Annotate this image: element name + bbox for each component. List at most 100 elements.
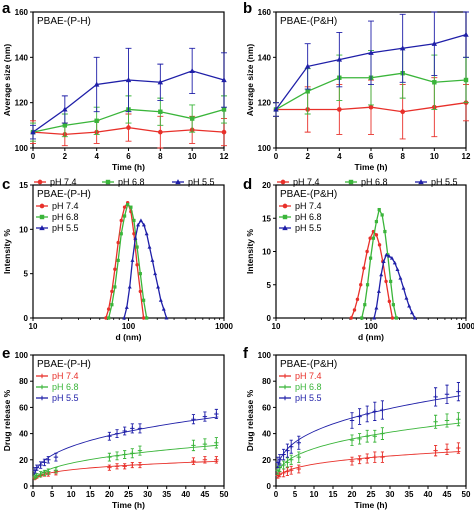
data-point	[214, 440, 219, 445]
y-tick-label: 40	[262, 430, 271, 439]
x-tick-label: 25	[367, 490, 376, 499]
legend-marker	[282, 203, 288, 209]
y-axis-label: Average size (nm)	[2, 44, 12, 117]
data-point	[116, 258, 120, 262]
data-point	[202, 441, 208, 447]
data-point	[380, 454, 385, 460]
y-tick-label: 20	[262, 456, 271, 465]
data-point	[137, 448, 143, 453]
legend-marker	[348, 179, 354, 185]
data-point	[114, 431, 120, 436]
x-axis-label: d (nm)	[116, 332, 142, 342]
data-point	[130, 462, 135, 468]
data-point	[189, 116, 195, 121]
data-point	[349, 418, 355, 423]
x-tick-label: 45	[443, 490, 452, 499]
panel-title: PBAE-(P&H)	[280, 189, 337, 200]
legend-label: pH 5.5	[295, 393, 322, 403]
series-pH-5_5	[275, 382, 461, 469]
data-point	[221, 77, 227, 83]
legend-item: pH 7.4	[277, 177, 320, 187]
data-point	[221, 129, 227, 135]
data-point	[122, 464, 127, 469]
x-axis-label: Time (h)	[112, 500, 145, 510]
data-point	[394, 316, 398, 320]
data-point	[119, 232, 123, 236]
legend: pH 7.4pH 6.8pH 5.5	[279, 201, 322, 233]
y-axis-label: Intensity %	[245, 229, 255, 274]
legend-marker	[39, 225, 45, 231]
x-tick-label: 5	[293, 490, 298, 499]
x-tick-label: 45	[200, 490, 209, 499]
data-point	[189, 68, 195, 74]
x-tick-label: 10	[430, 152, 439, 161]
data-point	[380, 407, 385, 413]
y-tick-label: 100	[258, 144, 272, 153]
data-point	[138, 218, 143, 222]
y-axis-label: Drug release %	[2, 389, 12, 451]
legend-marker	[39, 395, 45, 401]
data-point	[42, 460, 47, 465]
legend-label: pH 5.5	[188, 177, 215, 187]
data-point	[363, 303, 367, 307]
x-tick-label: 100	[364, 322, 378, 331]
legend-item: pH 6.8	[279, 382, 322, 392]
data-point	[144, 231, 149, 236]
x-tick-label: 6	[126, 152, 131, 161]
data-point	[107, 454, 112, 460]
series-pH-7_4	[349, 229, 395, 320]
series-pH-5_5	[372, 252, 417, 320]
data-point	[281, 462, 286, 468]
panel-letter: a	[2, 0, 11, 17]
data-point	[395, 267, 400, 271]
legend-item: pH 7.4	[36, 371, 79, 381]
data-point	[202, 414, 208, 419]
y-tick-label: 60	[262, 403, 271, 412]
y-tick-label: 0	[24, 482, 29, 491]
data-point	[372, 454, 377, 460]
x-tick-label: 1000	[457, 322, 474, 331]
data-point	[191, 443, 196, 448]
data-point	[130, 451, 135, 456]
legend-label: pH 5.5	[52, 223, 79, 233]
data-point	[379, 272, 384, 277]
data-point	[374, 305, 379, 310]
x-tick-label: 12	[462, 152, 471, 161]
legend: pH 7.4pH 6.8pH 5.5	[36, 371, 79, 403]
data-point	[281, 452, 286, 457]
data-point	[137, 462, 143, 468]
legend-label: pH 7.4	[295, 201, 322, 211]
y-tick-label: 0	[24, 314, 29, 323]
data-point	[387, 254, 392, 258]
legend: pH 7.4pH 6.8pH 5.5	[279, 371, 322, 403]
panel-letter: d	[243, 176, 252, 193]
data-point	[42, 470, 47, 476]
data-point	[130, 258, 135, 262]
data-point	[368, 236, 372, 240]
y-tick-label: 120	[258, 99, 272, 108]
data-point	[104, 316, 108, 320]
panel-letter: e	[2, 345, 10, 362]
data-point	[125, 77, 132, 83]
y-axis-label: Drug release %	[245, 389, 255, 451]
data-point	[126, 125, 131, 130]
data-point	[273, 106, 279, 112]
data-point	[46, 469, 51, 474]
data-point	[305, 89, 310, 94]
data-point	[285, 460, 290, 465]
data-point	[377, 207, 381, 212]
data-point	[132, 218, 136, 223]
chart-panel-f: f 0 5 10 15 20 25 30 35 40 45 50 0 20 40 60 80 100 Time (h…	[243, 345, 471, 510]
panel-title: PBAE-(P&H)	[280, 16, 337, 27]
data-point	[357, 414, 362, 419]
chart-panel-b: b 0 2 4 6 8 10 12 100 120 140 160 Time (h) Average si…	[243, 0, 471, 187]
data-point	[456, 416, 461, 422]
data-point	[349, 316, 353, 320]
y-tick-label: 60	[19, 403, 28, 412]
x-tick-label: 30	[386, 490, 395, 499]
legend-marker	[175, 179, 181, 185]
data-point	[147, 244, 152, 249]
legend-marker	[418, 179, 424, 185]
data-point	[336, 107, 342, 112]
x-tick-label: 12	[220, 152, 229, 161]
